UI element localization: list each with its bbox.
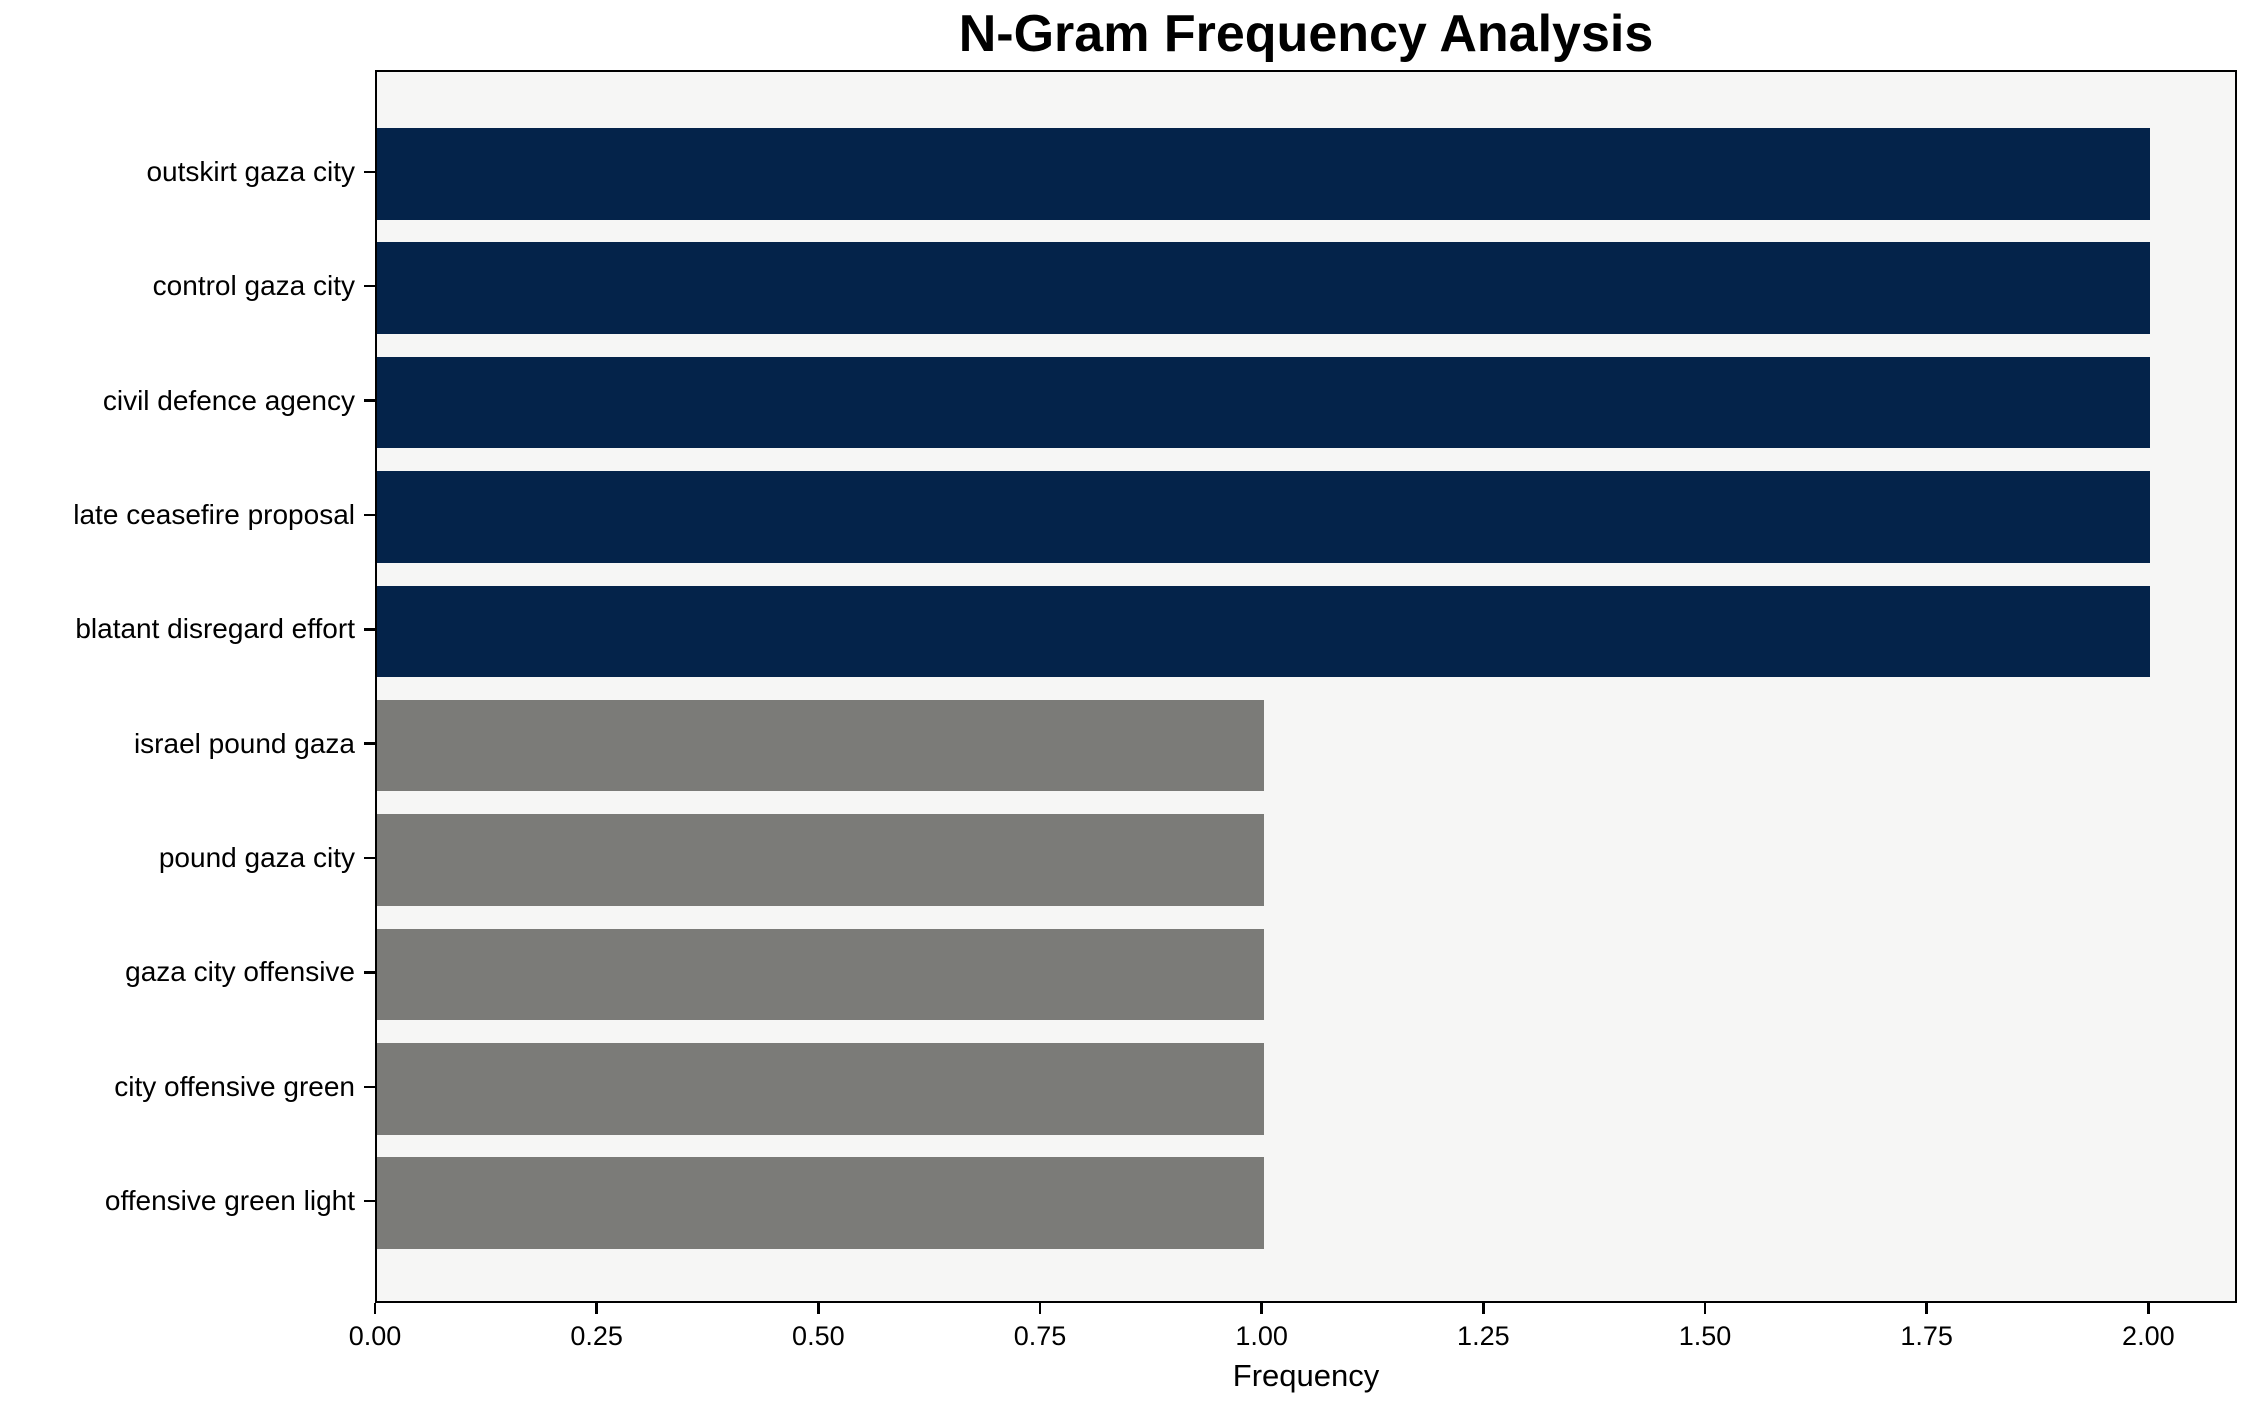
x-tick-label: 0.25 (570, 1321, 623, 1351)
x-tick-label: 1.25 (1457, 1321, 1510, 1351)
y-tick-label: late ceasefire proposal (73, 498, 355, 530)
y-tick-mark (364, 513, 375, 517)
bar-late-ceasefire-proposal (377, 471, 2151, 563)
y-tick-label: offensive green light (104, 1185, 355, 1217)
x-tick-mark (373, 1303, 377, 1314)
y-tick-label: outskirt gaza city (146, 155, 355, 187)
bar-blatant-disregard-effort (377, 585, 2151, 678)
bar-israel-pound-gaza (377, 699, 1264, 792)
y-tick-mark (364, 170, 375, 174)
x-tick-mark (817, 1303, 820, 1314)
y-tick-label: israel pound gaza (133, 727, 355, 759)
chart-title: N-Gram Frequency Analysis (958, 5, 1654, 63)
y-tick-mark (364, 742, 375, 745)
x-tick-mark (1038, 1303, 1042, 1314)
bar-outskirt-gaza-city (377, 128, 2151, 220)
x-tick-label: 1.00 (1235, 1321, 1288, 1351)
x-tick-mark (1482, 1303, 1485, 1314)
y-tick-label: pound gaza city (158, 842, 355, 874)
y-tick-mark (364, 1085, 375, 1089)
x-tick-label: 1.50 (1678, 1321, 1732, 1351)
bar-gaza-city-offensive (377, 928, 1264, 1021)
x-tick-mark (2147, 1303, 2150, 1314)
x-tick-mark (595, 1303, 598, 1314)
y-tick-mark (364, 399, 375, 402)
x-tick-mark (1260, 1303, 1263, 1314)
x-tick-label: 0.75 (1013, 1321, 1067, 1351)
y-tick-mark (364, 971, 375, 974)
y-tick-label: control gaza city (152, 270, 355, 302)
x-tick-label: 0.00 (348, 1321, 402, 1351)
x-tick-label: 0.50 (792, 1321, 845, 1351)
bar-offensive-green-light (377, 1157, 1264, 1249)
y-tick-mark (364, 856, 375, 860)
x-tick-mark (1925, 1303, 1928, 1314)
x-tick-label: 2.00 (2122, 1321, 2175, 1351)
y-tick-mark (364, 284, 375, 288)
bar-city-offensive-green (377, 1043, 1264, 1135)
y-tick-mark (364, 1199, 375, 1203)
y-tick-mark (364, 628, 375, 631)
y-tick-label: gaza city offensive (125, 956, 355, 988)
x-tick-mark (1703, 1303, 1707, 1314)
plot-area (375, 70, 2237, 1303)
bar-control-gaza-city (377, 242, 2151, 334)
y-tick-label: civil defence agency (102, 384, 355, 416)
x-tick-label: 1.75 (1900, 1321, 1953, 1351)
y-tick-label: blatant disregard effort (75, 613, 355, 645)
y-tick-label: city offensive green (114, 1070, 355, 1102)
x-axis-title: Frequency (1232, 1358, 1380, 1393)
bar-pound-gaza-city (377, 814, 1264, 906)
bar-civil-defence-agency (377, 356, 2151, 449)
